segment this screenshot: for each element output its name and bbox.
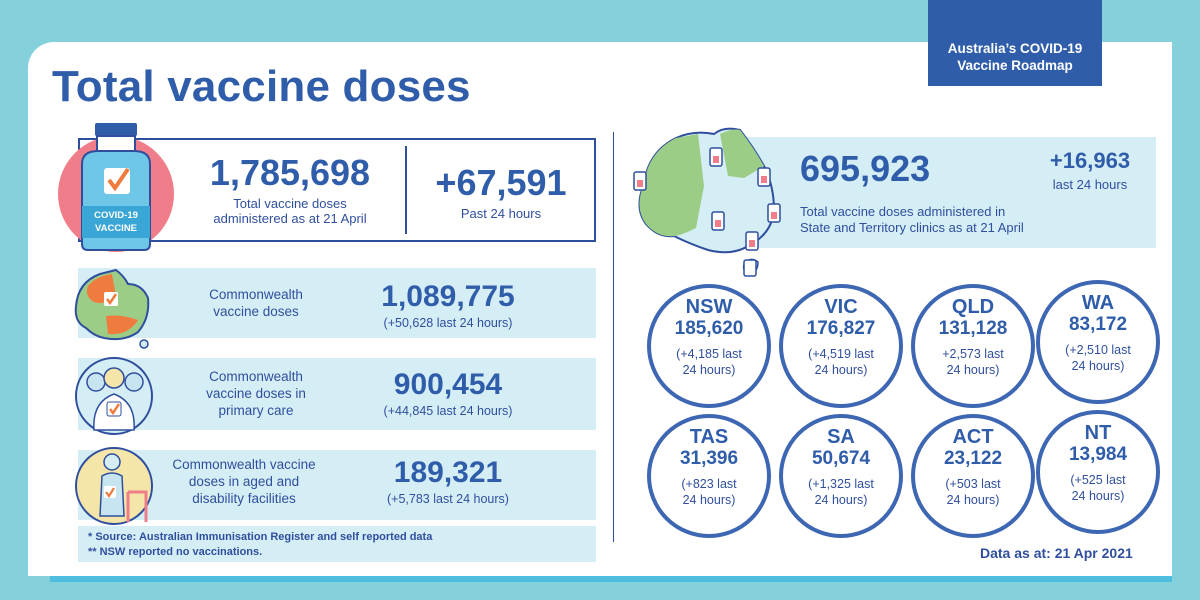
roadmap-badge[interactable]: Australia’s COVID-19 Vaccine Roadmap: [928, 0, 1102, 86]
state-value: 176,827: [806, 318, 876, 339]
aged-care-icon: [75, 447, 153, 525]
roadmap-line2: Vaccine Roadmap: [957, 58, 1073, 73]
state-value: 13,984: [1068, 444, 1128, 465]
state-value: 131,128: [938, 318, 1008, 339]
primary-care-value: 900,454: [393, 368, 503, 401]
primary-care-sub: (+44,845 last 24 hours): [383, 404, 513, 418]
vial-text-line1: COVID-19: [94, 210, 138, 221]
state-name: WA: [1081, 292, 1115, 314]
state-change: (+823 last 24 hours): [681, 477, 737, 507]
state-change: +2,573 last 24 hours): [942, 347, 1004, 377]
state-name: SA: [827, 426, 855, 448]
state-name: QLD: [951, 296, 995, 318]
state-circle-nt: NT 13,984 (+525 last 24 hours): [1036, 410, 1160, 534]
australia-states-map-icon: [633, 127, 781, 277]
state-label-line1: Total vaccine doses administered in: [800, 204, 1006, 219]
state-name: VIC: [824, 296, 858, 318]
total-label-line2: administered as at 21 April: [213, 211, 367, 226]
people-group-icon: [75, 357, 153, 435]
state-total-band: [726, 137, 1156, 248]
state-name: NSW: [685, 296, 733, 318]
state-name: ACT: [952, 426, 994, 448]
state-name: TAS: [689, 426, 729, 448]
total-doses-value: 1,785,698: [209, 152, 371, 193]
state-change: (+525 last 24 hours): [1070, 473, 1126, 503]
state-change: (+1,325 last 24 hours): [808, 477, 874, 507]
state-circle-tas: TAS 31,396 (+823 last 24 hours): [647, 414, 771, 538]
row1-label-line1: Commonwealth: [209, 287, 303, 302]
row3-label-line1: Commonwealth vaccine: [172, 457, 316, 472]
roadmap-line1: Australia’s COVID-19: [947, 41, 1083, 56]
primary-care-label: Commonwealth vaccine doses in primary ca…: [168, 368, 344, 419]
state-circle-nsw: NSW 185,620 (+4,185 last 24 hours): [647, 284, 771, 408]
total-label-line1: Total vaccine doses: [233, 196, 347, 211]
commonwealth-doses-value: 1,089,775: [381, 280, 515, 313]
aged-care-value: 189,321: [393, 456, 503, 489]
state-circle-qld: QLD 131,128 +2,573 last 24 hours): [911, 284, 1035, 408]
state-plus-label: last 24 hours: [1052, 177, 1128, 192]
state-change: (+4,185 last 24 hours): [676, 347, 742, 377]
section-divider: [613, 132, 614, 542]
commonwealth-doses-row: [78, 268, 596, 338]
state-circle-act: ACT 23,122 (+503 last 24 hours): [911, 414, 1035, 538]
row3-label-line3: disability facilities: [192, 491, 296, 506]
state-value: 83,172: [1068, 314, 1128, 335]
aged-care-label: Commonwealth vaccine doses in aged and d…: [156, 456, 332, 507]
state-circle-vic: VIC 176,827 (+4,519 last 24 hours): [779, 284, 903, 408]
row2-label-line1: Commonwealth: [209, 369, 303, 384]
commonwealth-doses-sub: (+50,628 last 24 hours): [383, 316, 513, 330]
row2-label-line2: vaccine doses in: [206, 386, 306, 401]
data-as-at: Data as at: 21 Apr 2021: [980, 545, 1133, 561]
vial-text-line2: VACCINE: [95, 223, 137, 234]
total-doses-label: Total vaccine doses administered as at 2…: [190, 196, 390, 226]
state-name: NT: [1084, 422, 1112, 444]
state-change: (+4,519 last 24 hours): [808, 347, 874, 377]
past24-value: +67,591: [435, 162, 567, 203]
row2-label-line3: primary care: [218, 403, 294, 418]
state-total-value: 695,923: [800, 148, 931, 189]
row1-label-line2: vaccine doses: [213, 304, 299, 319]
footnotes: * Source: Australian Immunisation Regist…: [78, 526, 596, 562]
footnote-nsw: ** NSW reported no vaccinations.: [88, 546, 263, 558]
footnote-source: * Source: Australian Immunisation Regist…: [88, 531, 433, 543]
card-shadow: [50, 576, 1172, 582]
state-value: 50,674: [811, 448, 871, 469]
state-plus-value: +16,963: [1049, 148, 1131, 173]
row3-label-line2: doses in aged and: [188, 474, 300, 489]
past24-label: Past 24 hours: [460, 206, 542, 221]
state-change: (+2,510 last 24 hours): [1065, 343, 1131, 373]
aged-care-row: [78, 450, 596, 520]
state-value: 23,122: [943, 448, 1003, 469]
aged-care-sub: (+5,783 last 24 hours): [387, 492, 509, 506]
state-total-label: Total vaccine doses administered in Stat…: [800, 204, 1024, 236]
australia-map-icon: [74, 268, 150, 349]
page-title: Total vaccine doses: [52, 62, 471, 111]
state-circle-sa: SA 50,674 (+1,325 last 24 hours): [779, 414, 903, 538]
state-value: 31,396: [679, 448, 739, 469]
commonwealth-doses-label: Commonwealth vaccine doses: [168, 286, 344, 320]
total-box-divider: [405, 146, 407, 234]
vaccine-vial-icon: COVID-19 VACCINE: [58, 123, 174, 252]
state-value: 185,620: [674, 318, 744, 339]
state-change: (+503 last 24 hours): [945, 477, 1001, 507]
state-circle-wa: WA 83,172 (+2,510 last 24 hours): [1036, 280, 1160, 404]
state-label-line2: State and Territory clinics as at 21 Apr…: [800, 220, 1024, 235]
primary-care-row: [78, 358, 596, 430]
